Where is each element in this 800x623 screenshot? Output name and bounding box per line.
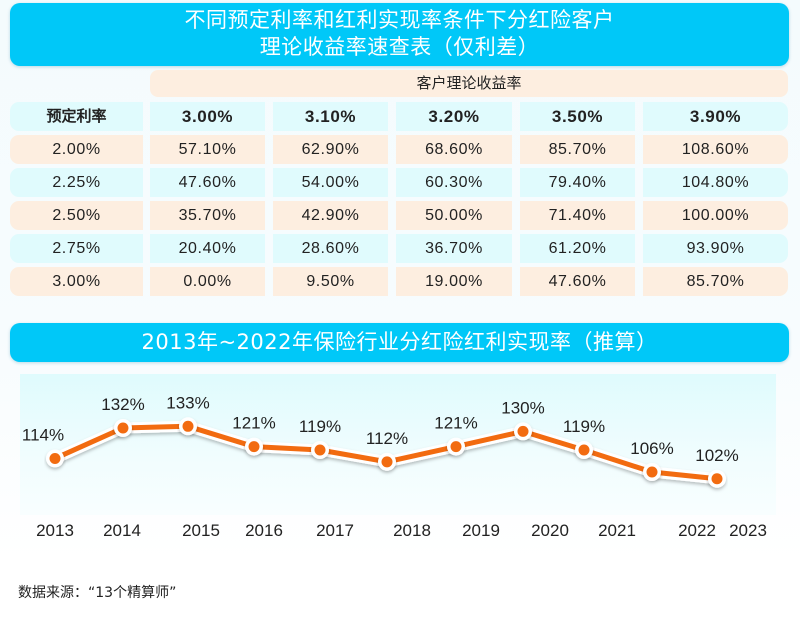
data-point [517, 425, 529, 437]
table-cell: 54.00% [273, 168, 388, 197]
chart-title: 2013年~2022年保险行业分红险红利实现率（推算） [10, 323, 789, 362]
data-label: 112% [366, 429, 408, 448]
group-header: 客户理论收益率 [150, 70, 788, 97]
data-point [49, 452, 61, 464]
table-cell: 35.70% [150, 201, 265, 230]
data-point [182, 420, 194, 432]
data-label: 106% [630, 439, 673, 458]
table-cell: 68.60% [396, 135, 512, 164]
data-label: 130% [501, 398, 544, 417]
data-label: 102% [695, 446, 738, 465]
data-label: 121% [434, 414, 477, 433]
row-label: 3.00% [10, 267, 143, 296]
x-tick-label: 2016 [245, 521, 283, 540]
data-point [578, 444, 590, 456]
table-cell: 57.10% [150, 135, 265, 164]
data-point [450, 441, 462, 453]
table-cell: 104.80% [643, 168, 788, 197]
table-cell: 0.00% [150, 267, 265, 296]
table-cell: 50.00% [396, 201, 512, 230]
table-cell: 71.40% [520, 201, 635, 230]
table-cell: 79.40% [520, 168, 635, 197]
data-label: 132% [101, 395, 144, 414]
row-label: 2.00% [10, 135, 143, 164]
data-label: 119% [299, 417, 341, 436]
table-title-line1: 不同预定利率和红利实现率条件下分红险客户 [184, 8, 615, 32]
x-tick-label: 2013 [36, 521, 74, 540]
x-tick-label: 2021 [598, 521, 636, 540]
x-tick-label: 2017 [316, 521, 354, 540]
table-cell: 47.60% [520, 267, 635, 296]
x-tick-label: 2022 [678, 521, 716, 540]
x-tick-label: 2014 [103, 521, 141, 540]
table-cell: 60.30% [396, 168, 512, 197]
data-label: 119% [563, 417, 605, 436]
row-label: 2.50% [10, 201, 143, 230]
table-cell: 9.50% [273, 267, 388, 296]
data-point [314, 444, 326, 456]
column-header: 3.20% [396, 102, 512, 131]
column-header: 3.90% [643, 102, 788, 131]
data-label: 121% [232, 414, 275, 433]
x-tick-label: 2015 [182, 521, 220, 540]
data-label: 133% [166, 393, 209, 412]
table-cell: 100.00% [643, 201, 788, 230]
column-header: 3.50% [520, 102, 635, 131]
row-label: 2.25% [10, 168, 143, 197]
table-cell: 62.90% [273, 135, 388, 164]
column-header: 3.10% [273, 102, 388, 131]
table-cell: 36.70% [396, 234, 512, 263]
table-cell: 19.00% [396, 267, 512, 296]
table-cell: 85.70% [520, 135, 635, 164]
table-cell: 28.60% [273, 234, 388, 263]
table-cell: 93.90% [643, 234, 788, 263]
x-tick-label: 2018 [393, 521, 431, 540]
table-cell: 61.20% [520, 234, 635, 263]
data-point [381, 456, 393, 468]
table-cell: 85.70% [643, 267, 788, 296]
table-cell: 108.60% [643, 135, 788, 164]
table-title-line2: 理论收益率速查表（仅利差） [259, 35, 540, 59]
x-tick-label: 2019 [462, 521, 500, 540]
data-point [711, 473, 723, 485]
table-cell: 20.40% [150, 234, 265, 263]
chart-plot-area [20, 374, 776, 515]
data-label: 114% [22, 425, 64, 444]
data-point [248, 441, 260, 453]
data-point [646, 466, 658, 478]
table-cell: 42.90% [273, 201, 388, 230]
x-tick-label: 2020 [531, 521, 569, 540]
row-header-label: 预定利率 [10, 102, 143, 131]
data-point [117, 422, 129, 434]
x-tick-label: 2023 [729, 521, 767, 540]
column-header: 3.00% [150, 102, 265, 131]
row-label: 2.75% [10, 234, 143, 263]
table-title-banner: 不同预定利率和红利实现率条件下分红险客户 理论收益率速查表（仅利差） [10, 3, 789, 66]
table-cell: 47.60% [150, 168, 265, 197]
data-source-note: 数据来源：“13个精算师” [18, 585, 177, 601]
